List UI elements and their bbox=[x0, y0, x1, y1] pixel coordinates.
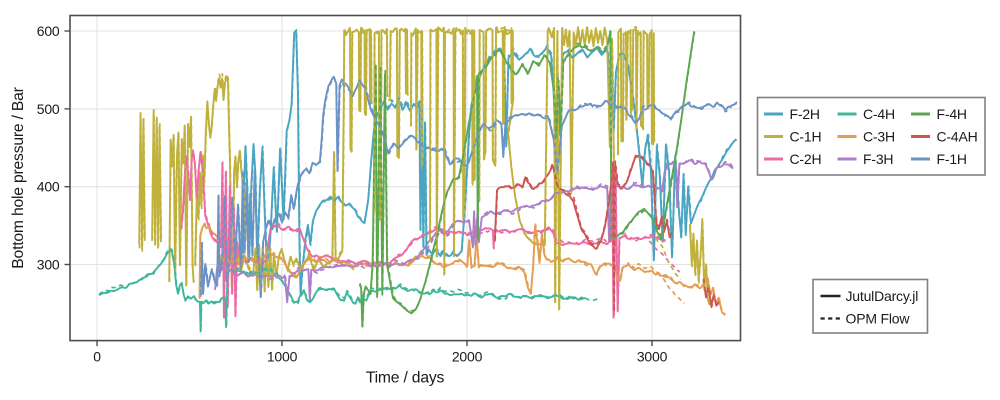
svg-text:0: 0 bbox=[93, 349, 101, 365]
svg-text:F-1H: F-1H bbox=[937, 151, 967, 167]
svg-text:Time / days: Time / days bbox=[366, 370, 445, 387]
svg-text:C-4AH: C-4AH bbox=[937, 129, 978, 145]
svg-text:600: 600 bbox=[37, 23, 60, 39]
svg-text:C-1H: C-1H bbox=[790, 129, 822, 145]
svg-text:C-3H: C-3H bbox=[863, 129, 895, 145]
svg-text:JutulDarcy.jl: JutulDarcy.jl bbox=[846, 288, 919, 304]
svg-text:OPM Flow: OPM Flow bbox=[846, 311, 911, 327]
svg-text:F-3H: F-3H bbox=[863, 151, 893, 167]
svg-text:1000: 1000 bbox=[267, 349, 298, 365]
svg-text:F-2H: F-2H bbox=[790, 106, 820, 122]
svg-text:C-4H: C-4H bbox=[863, 106, 895, 122]
svg-text:F-4H: F-4H bbox=[937, 106, 967, 122]
svg-text:500: 500 bbox=[37, 101, 60, 117]
svg-text:3000: 3000 bbox=[637, 349, 668, 365]
svg-text:C-2H: C-2H bbox=[790, 151, 822, 167]
svg-text:300: 300 bbox=[37, 257, 60, 273]
svg-text:2000: 2000 bbox=[452, 349, 483, 365]
svg-text:Bottom hole pressure / Bar: Bottom hole pressure / Bar bbox=[10, 87, 27, 268]
svg-text:400: 400 bbox=[37, 179, 60, 195]
